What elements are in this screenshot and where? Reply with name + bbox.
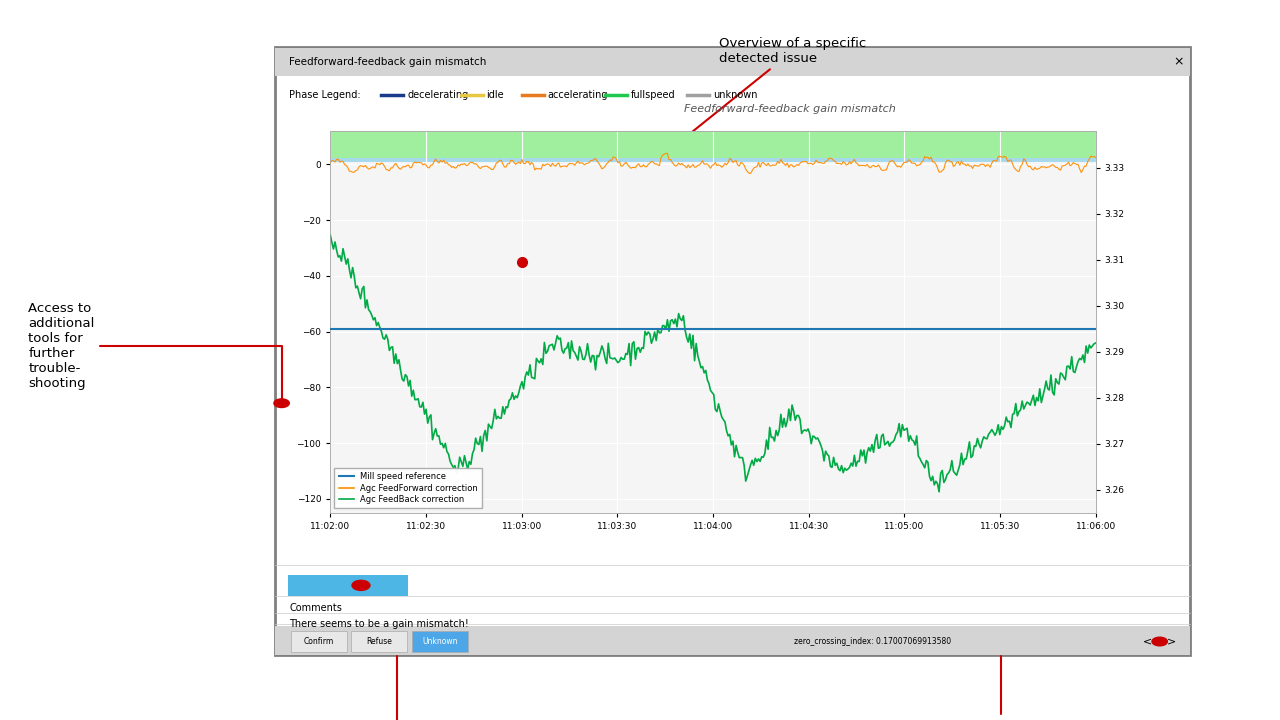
Text: zero_crossing_index: 0.17007069913580: zero_crossing_index: 0.17007069913580 bbox=[794, 637, 951, 646]
Legend: Mill speed reference, Agc FeedForward correction, Agc FeedBack correction: Mill speed reference, Agc FeedForward co… bbox=[334, 468, 483, 508]
Circle shape bbox=[274, 399, 289, 408]
Text: ×: × bbox=[1174, 55, 1184, 68]
Bar bbox=[330, 158, 1096, 162]
FancyBboxPatch shape bbox=[351, 631, 407, 652]
Text: decelerating: decelerating bbox=[407, 90, 468, 100]
FancyBboxPatch shape bbox=[275, 47, 1190, 655]
Text: There seems to be a gain mismatch!: There seems to be a gain mismatch! bbox=[289, 619, 468, 629]
Text: Comments: Comments bbox=[289, 603, 342, 613]
Text: Feedforward-feedback gain mismatch: Feedforward-feedback gain mismatch bbox=[289, 57, 486, 67]
Bar bbox=[330, 131, 1096, 158]
FancyBboxPatch shape bbox=[412, 631, 468, 652]
FancyBboxPatch shape bbox=[275, 626, 1190, 655]
FancyBboxPatch shape bbox=[291, 631, 347, 652]
Text: Overview of a specific
detected issue: Overview of a specific detected issue bbox=[635, 37, 867, 179]
Text: Refuse: Refuse bbox=[366, 637, 392, 646]
Text: Phase Legend:: Phase Legend: bbox=[289, 90, 361, 100]
Text: Navigation/overview of state of
all issues on this product: Navigation/overview of state of all issu… bbox=[791, 656, 1001, 720]
FancyBboxPatch shape bbox=[288, 575, 408, 596]
Text: unknown: unknown bbox=[713, 90, 758, 100]
FancyBboxPatch shape bbox=[275, 48, 1190, 76]
Text: Confirm: Confirm bbox=[303, 637, 334, 646]
Text: >: > bbox=[1167, 636, 1176, 647]
Text: Tagged Root Causes: Tagged Root Causes bbox=[289, 575, 388, 585]
Text: Access to
additional
tools for
further
trouble-
shooting: Access to additional tools for further t… bbox=[28, 302, 282, 400]
Text: accelerating: accelerating bbox=[548, 90, 608, 100]
Text: <: < bbox=[1143, 636, 1152, 647]
Circle shape bbox=[1152, 637, 1167, 646]
Text: Unknown: Unknown bbox=[422, 637, 458, 646]
Text: fullspeed: fullspeed bbox=[631, 90, 676, 100]
Circle shape bbox=[352, 580, 370, 590]
Text: Feedback on quality
of detection: Feedback on quality of detection bbox=[251, 656, 397, 720]
Text: Feedforward-feedback gain mismatch: Feedforward-feedback gain mismatch bbox=[685, 104, 896, 114]
Text: idle: idle bbox=[486, 90, 504, 100]
